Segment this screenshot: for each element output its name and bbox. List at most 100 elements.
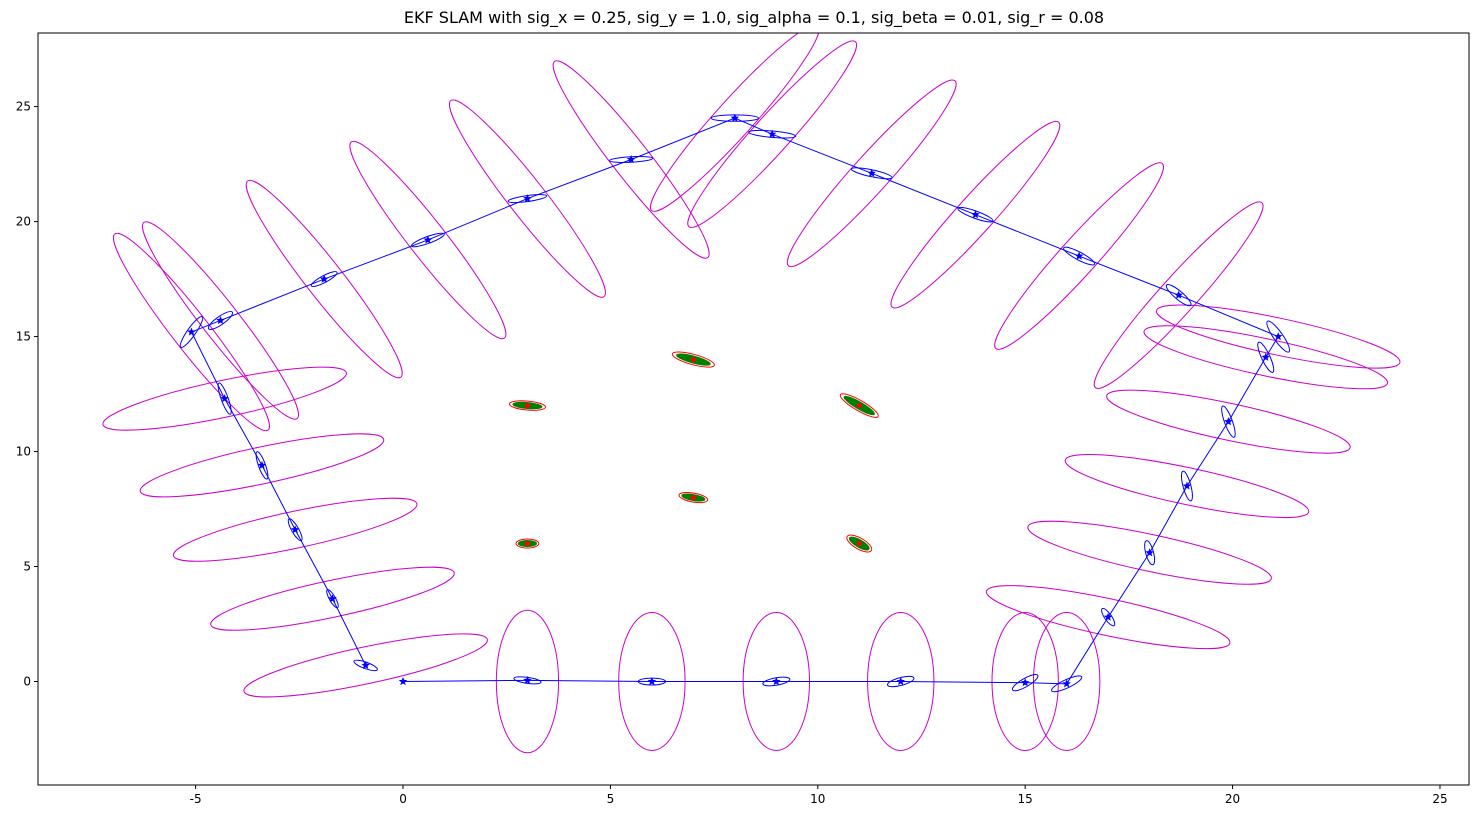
landmark-estimate-ellipse <box>508 400 547 411</box>
measurement-ellipse <box>113 232 270 432</box>
pose-marker <box>1062 679 1071 688</box>
measurement-ellipse <box>1064 454 1310 519</box>
pose-ellipse <box>1011 674 1039 692</box>
pose-marker <box>361 660 370 670</box>
landmark-estimate-ellipse <box>678 491 709 504</box>
pose-marker <box>1020 678 1030 687</box>
pose-marker <box>1074 251 1084 260</box>
pose-ellipse <box>287 518 303 542</box>
measurement-ellipse <box>1155 304 1401 369</box>
measurement-ellipse <box>102 366 347 431</box>
measurement-ellipse <box>245 179 403 379</box>
pose-ellipse <box>1063 246 1096 266</box>
pose-ellipse <box>1051 675 1083 693</box>
pose-marker <box>523 194 532 203</box>
pose-ellipse <box>762 676 791 687</box>
landmark-marker <box>690 357 696 363</box>
pose-marker <box>187 327 196 336</box>
measurement-ellipse <box>1093 201 1264 389</box>
pose-marker <box>1103 612 1113 621</box>
landmark-estimate-ellipse <box>839 393 879 418</box>
pose-marker <box>1182 481 1192 490</box>
x-tick-label: 25 <box>1432 792 1447 806</box>
pose-marker <box>1261 352 1271 361</box>
y-tick-label: 0 <box>23 675 31 689</box>
landmark-marker <box>524 403 530 409</box>
measurement-ellipse <box>649 33 820 212</box>
landmark-marker <box>524 541 530 547</box>
landmark-estimate-ellipse <box>846 534 873 553</box>
measurement-ellipse <box>991 612 1059 752</box>
measurement-ellipse <box>210 566 455 631</box>
pose-marker <box>319 274 329 283</box>
pose-marker <box>626 154 636 164</box>
pose-ellipse <box>1266 320 1291 353</box>
x-tick-label: 10 <box>810 792 825 806</box>
y-tick-label: 25 <box>16 100 31 114</box>
pose-ellipse <box>850 167 893 180</box>
x-tick-label: 0 <box>399 792 407 806</box>
pose-ellipse <box>1101 607 1116 627</box>
measurement-ellipse <box>890 120 1061 309</box>
pose-marker <box>1174 290 1183 299</box>
landmark-marker <box>856 403 862 409</box>
measurement-ellipse <box>1027 520 1272 585</box>
x-tick-label: 15 <box>1018 792 1033 806</box>
pose-ellipse <box>353 659 378 672</box>
landmark-marker <box>690 495 696 501</box>
measurement-ellipse <box>349 140 507 340</box>
pose-marker <box>523 675 532 684</box>
x-tick-label: 20 <box>1225 792 1240 806</box>
pose-marker <box>290 525 300 534</box>
measurement-ellipse <box>1106 389 1351 454</box>
pose-ellipse <box>410 232 445 248</box>
measurement-ellipse <box>985 585 1231 650</box>
landmark-marker <box>856 541 862 547</box>
pose-marker <box>867 168 876 177</box>
pose-marker <box>216 315 225 325</box>
y-tick-label: 20 <box>16 215 31 229</box>
pose-marker <box>1145 548 1154 557</box>
landmark-estimate-ellipse <box>671 351 715 368</box>
chart-title: EKF SLAM with sig_x = 0.25, sig_y = 1.0,… <box>403 8 1105 27</box>
measurement-ellipse <box>1143 325 1389 390</box>
landmark-estimate-ellipse <box>515 538 540 549</box>
measurement-ellipse <box>552 60 710 259</box>
measurement-ellipse <box>495 609 560 754</box>
measurement-ellipse <box>139 433 385 498</box>
plot-area <box>102 33 1401 754</box>
measurement-ellipse <box>172 497 418 562</box>
pose-marker <box>423 235 433 244</box>
pose-marker <box>647 677 657 686</box>
measurement-ellipse <box>243 633 488 698</box>
x-tick-label: 5 <box>607 792 615 806</box>
y-tick-label: 5 <box>23 560 31 574</box>
pose-marker <box>1224 417 1233 426</box>
pose-marker <box>730 113 740 122</box>
pose-marker <box>1273 332 1283 341</box>
measurement-ellipse <box>687 40 858 228</box>
pose-ellipse <box>886 675 915 688</box>
x-tick-label: -5 <box>190 792 202 806</box>
pose-marker <box>896 677 906 686</box>
pose-marker <box>257 460 267 469</box>
measurement-ellipse <box>142 221 299 420</box>
y-tick-label: 10 <box>16 445 31 459</box>
pose-marker <box>767 129 777 138</box>
pose-marker <box>220 394 229 403</box>
trajectory-line <box>190 117 1279 685</box>
measurement-ellipse <box>994 162 1164 350</box>
pose-ellipse <box>1257 341 1275 373</box>
pose-ellipse <box>1165 284 1192 307</box>
pose-marker <box>971 210 980 219</box>
pose-ellipse <box>310 271 338 288</box>
measurement-ellipse <box>448 99 606 298</box>
measurement-ellipse <box>786 79 957 268</box>
pose-ellipse <box>179 315 204 348</box>
pose-ellipse <box>957 206 994 223</box>
pose-marker <box>772 677 781 686</box>
y-tick-label: 15 <box>16 330 31 344</box>
axes: -5 0 5 10 15 20 25 0 5 10 15 20 25 <box>16 100 1448 806</box>
pose-marker <box>328 594 337 603</box>
